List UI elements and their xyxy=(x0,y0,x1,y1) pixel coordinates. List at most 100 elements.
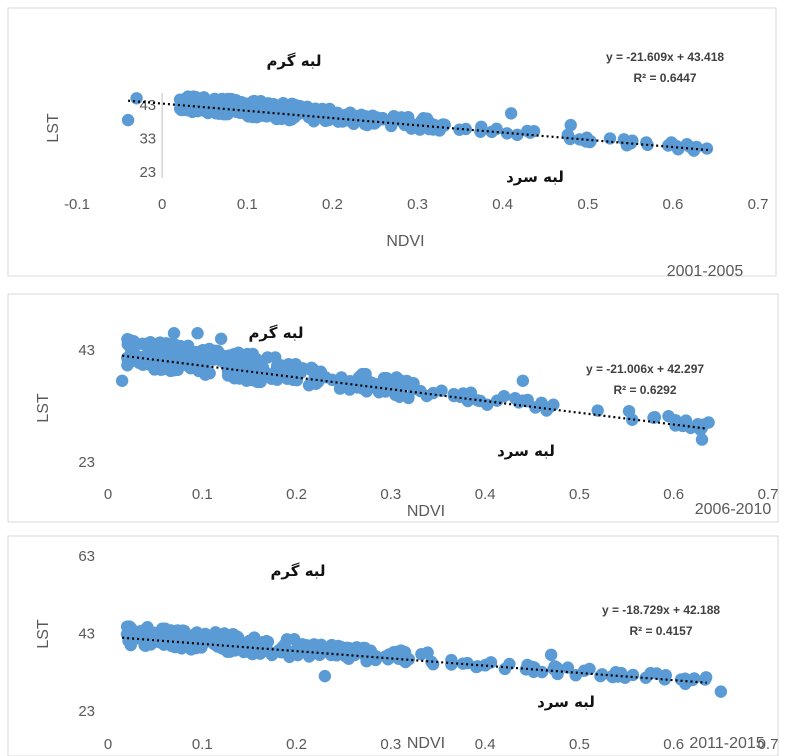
data-point xyxy=(212,100,225,113)
data-point xyxy=(317,642,331,656)
panel-border xyxy=(7,535,779,756)
y-tick-label: 33 xyxy=(139,131,156,148)
y-tick-label: 63 xyxy=(78,548,95,565)
data-point xyxy=(297,106,310,119)
data-point xyxy=(564,118,577,132)
x-tick-label: 0.3 xyxy=(380,486,401,503)
x-tick-label: 0.6 xyxy=(663,486,684,503)
data-point xyxy=(167,327,181,340)
data-point xyxy=(208,632,221,646)
data-point xyxy=(445,658,458,671)
data-point xyxy=(413,123,427,136)
y-tick-label: 43 xyxy=(78,626,95,643)
x-axis-title: NDVI xyxy=(407,735,445,752)
data-point xyxy=(171,634,184,647)
x-axis-title: NDVI xyxy=(407,503,445,520)
data-point xyxy=(470,660,483,674)
x-tick-label: 0.4 xyxy=(475,486,496,503)
data-point xyxy=(700,142,714,155)
data-point xyxy=(295,362,308,376)
panel-border xyxy=(7,293,779,523)
x-tick-label: 0.6 xyxy=(663,736,684,753)
warm-edge-label: لبه گرم xyxy=(270,562,325,580)
x-tick-label: 0.5 xyxy=(569,736,590,753)
x-tick-label: 0.6 xyxy=(662,196,683,213)
data-point xyxy=(245,373,258,387)
x-tick-label: 0.7 xyxy=(758,736,779,753)
trendline-r2: R² = 0.4157 xyxy=(629,624,692,638)
cold-edge-label: لبه سرد xyxy=(537,693,595,711)
data-point xyxy=(262,645,276,658)
chart-panel-2001-2005: -0.1 0 0.1 0.2 0.3 0.4 0.5 0.6 0.7 23 33 43 NDVI LST y… xyxy=(0,0,792,290)
data-point xyxy=(512,396,526,409)
trendline-r2: R² = 0.6292 xyxy=(613,383,676,397)
cold-edge-label: لبه سرد xyxy=(506,168,564,186)
x-tick-label: 0.4 xyxy=(492,196,513,213)
data-point xyxy=(140,628,154,641)
scatter-chart-2006-2010: 0 0.1 0.2 0.3 0.4 0.5 0.6 0.7 23 43 NDVI LST y = -21… xyxy=(7,293,779,523)
data-point xyxy=(497,389,511,403)
x-tick-label: 0.4 xyxy=(475,736,496,753)
data-point xyxy=(521,124,534,138)
data-point xyxy=(414,384,427,398)
data-point xyxy=(242,360,256,374)
data-point xyxy=(620,139,634,152)
data-point xyxy=(307,638,321,651)
data-point xyxy=(523,662,537,675)
data-point xyxy=(121,113,135,127)
data-point xyxy=(535,396,548,409)
data-point xyxy=(115,374,129,387)
data-point xyxy=(155,353,168,367)
x-tick-label: 0.7 xyxy=(758,486,779,503)
data-point xyxy=(304,363,318,376)
y-tick-label: 43 xyxy=(78,342,95,359)
data-point xyxy=(235,351,248,364)
x-tick-label: 0.2 xyxy=(322,196,343,213)
data-point xyxy=(665,136,678,149)
data-point xyxy=(269,351,282,364)
trendline-equation: y = -18.729x + 42.188 xyxy=(602,603,720,617)
data-point xyxy=(214,332,228,345)
data-point xyxy=(153,626,167,639)
data-point xyxy=(282,365,296,378)
data-point xyxy=(674,673,688,686)
scatter-chart-2011-2015: 0 0.1 0.2 0.3 0.4 0.5 0.6 0.7 23 43 63 NDVI LST y = -… xyxy=(7,535,779,756)
period-label: 2001-2005 xyxy=(667,263,744,280)
y-axis-title: LST xyxy=(45,113,62,143)
data-point xyxy=(191,327,204,340)
trendline-r2: R² = 0.6447 xyxy=(633,71,696,85)
x-tick-label: 0.3 xyxy=(380,736,401,753)
data-point xyxy=(686,673,699,687)
scatter-chart-2001-2005: -0.1 0 0.1 0.2 0.3 0.4 0.5 0.6 0.7233343NDVILSTy… xyxy=(7,7,777,280)
data-point xyxy=(130,349,143,362)
data-point xyxy=(516,374,530,387)
x-tick-label: 0 xyxy=(158,196,166,213)
data-point xyxy=(669,414,682,427)
x-tick-label: 0.1 xyxy=(192,736,213,753)
data-point xyxy=(226,366,240,380)
data-point xyxy=(648,411,662,424)
x-tick-label: 0.3 xyxy=(407,196,428,213)
data-point xyxy=(365,376,379,390)
data-point xyxy=(394,114,407,128)
data-point xyxy=(626,413,639,426)
data-point xyxy=(702,416,715,429)
data-point xyxy=(154,363,168,376)
data-point xyxy=(180,354,193,367)
data-point xyxy=(603,132,617,145)
y-tick-label: 23 xyxy=(78,703,95,720)
x-tick-label: 0.1 xyxy=(192,486,213,503)
data-point xyxy=(426,657,440,671)
data-point xyxy=(583,135,597,149)
trendline-equation: y = -21.609x + 43.418 xyxy=(606,50,724,64)
x-tick-label: -0.1 xyxy=(64,196,90,213)
data-point xyxy=(318,669,332,683)
x-tick-label: 0.5 xyxy=(569,486,590,503)
data-point xyxy=(276,645,290,659)
data-point xyxy=(382,648,396,661)
data-point xyxy=(190,626,204,639)
data-point xyxy=(199,346,213,359)
data-point xyxy=(547,398,560,411)
data-point xyxy=(130,627,143,640)
warm-edge-label: لبه گرم xyxy=(248,324,303,342)
